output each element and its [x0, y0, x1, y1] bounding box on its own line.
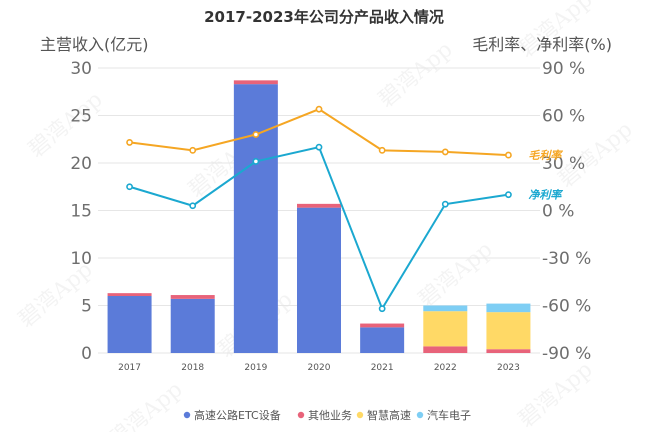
bar-segment: [170, 295, 215, 299]
bar-series: [107, 80, 531, 354]
bar-segment: [297, 203, 341, 208]
y-tick-label: 20: [70, 154, 92, 174]
series-point: [252, 131, 260, 138]
y2-tick-label: 90 %: [542, 59, 585, 79]
series-point: [252, 158, 260, 165]
series-point: [441, 200, 449, 208]
bar-segment: [107, 296, 152, 353]
x-tick-label: 2019: [244, 363, 267, 373]
y2-tick-label: 30 %: [542, 154, 585, 174]
y-axis-ticks: 0 5 10 15 20 25 30: [70, 59, 92, 364]
bar-segment: [486, 312, 531, 350]
chart-title: 2017-2023年公司分产品收入情况: [204, 8, 444, 26]
bar-segment: [360, 327, 405, 353]
legend-label: 智慧高速: [367, 408, 411, 422]
series-point: [126, 183, 133, 191]
y2-tick-label: 60 %: [542, 107, 585, 127]
legend-marker: [297, 411, 305, 419]
series-point: [378, 146, 386, 154]
y2-tick-label: 0 %: [542, 202, 574, 222]
legend-marker: [356, 411, 364, 419]
legend: 高速公路ETC设备 其他业务 智慧高速 汽车电子: [183, 408, 471, 422]
x-tick-label: 2017: [118, 363, 141, 373]
y-tick-label: 15: [70, 202, 92, 222]
legend-marker: [416, 411, 424, 419]
y-tick-label: 0: [81, 344, 92, 364]
bar-segment: [233, 80, 278, 85]
bar-segment: [233, 84, 278, 354]
y-tick-label: 25: [70, 107, 92, 127]
x-tick-label: 2021: [371, 363, 394, 373]
bar-segment: [423, 305, 468, 312]
legend-label: 其他业务: [308, 409, 352, 422]
y2-axis-ticks: -90 % -60 % -30 % 0 % 30 % 60 % 90 %: [542, 59, 591, 364]
legend-marker: [183, 411, 191, 419]
x-tick-label: 2023: [497, 363, 520, 373]
bar-segment: [423, 346, 468, 353]
y2-axis-title: 毛利率、净利率(%): [472, 35, 612, 54]
series-point: [126, 139, 133, 146]
series-line-label: 毛利率: [528, 149, 563, 162]
watermark-text: 碧湾App: [104, 377, 188, 432]
y2-tick-label: -30 %: [542, 249, 591, 269]
series-line-label: 净利率: [528, 189, 563, 202]
series-point: [505, 191, 512, 199]
series-point: [189, 202, 197, 210]
x-tick-label: 2020: [308, 363, 331, 373]
legend-label: 汽车电子: [427, 408, 471, 422]
series-point: [189, 146, 197, 154]
y2-tick-label: -90 %: [542, 344, 591, 364]
series-point: [378, 305, 386, 313]
series-point: [441, 148, 449, 156]
watermark-text: 碧湾App: [24, 87, 108, 163]
x-axis-ticks: 2017 2018 2019 2020 2021 2022 2023: [118, 363, 520, 373]
series-point: [505, 151, 512, 159]
y-tick-label: 10: [70, 249, 92, 269]
legend-label: 高速公路ETC设备: [194, 408, 281, 422]
bar-segment: [486, 349, 531, 353]
watermark-text: 碧湾App: [414, 237, 498, 313]
bar-segment: [297, 207, 341, 353]
watermark-text: 碧湾App: [374, 37, 458, 113]
watermark-text: 碧湾App: [514, 357, 598, 432]
series-point: [315, 143, 323, 151]
y-tick-label: 5: [81, 297, 92, 317]
bar-segment: [486, 303, 531, 313]
x-tick-label: 2018: [181, 363, 204, 373]
bar-segment: [360, 323, 405, 328]
y-axis-title: 主营收入(亿元): [40, 35, 149, 54]
bar-segment: [170, 298, 215, 353]
bar-segment: [423, 311, 468, 347]
series-point: [315, 105, 323, 113]
bar-segment: [107, 293, 152, 296]
y2-tick-label: -60 %: [542, 297, 591, 317]
y-tick-label: 30: [70, 59, 92, 79]
x-tick-label: 2022: [434, 363, 457, 373]
